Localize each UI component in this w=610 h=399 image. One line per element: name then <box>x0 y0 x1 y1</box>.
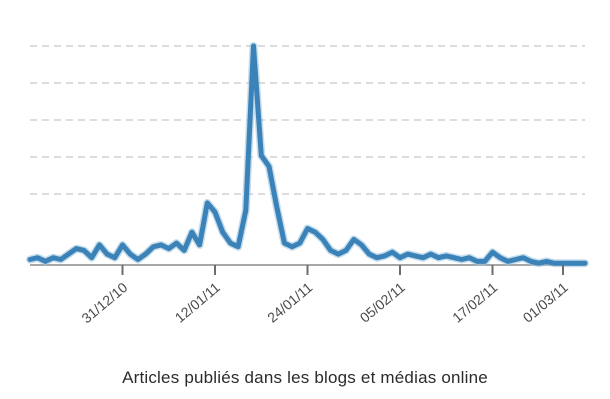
series-line <box>27 43 588 266</box>
x-tick-label: 01/03/11 <box>520 279 571 326</box>
x-tick-label: 31/12/10 <box>78 279 130 326</box>
x-tick-label: 05/02/11 <box>357 279 408 326</box>
x-tick-label: 12/01/11 <box>172 279 223 326</box>
x-tick-label: 17/02/11 <box>449 279 500 326</box>
chart-caption: Articles publiés dans les blogs et média… <box>122 368 488 387</box>
x-tick-label: 24/01/11 <box>264 279 315 326</box>
series <box>26 42 589 268</box>
grid <box>30 45 585 195</box>
x-ticks: 31/12/10 12/01/11 24/01/11 05/02/11 17/02/11… <box>78 265 571 326</box>
